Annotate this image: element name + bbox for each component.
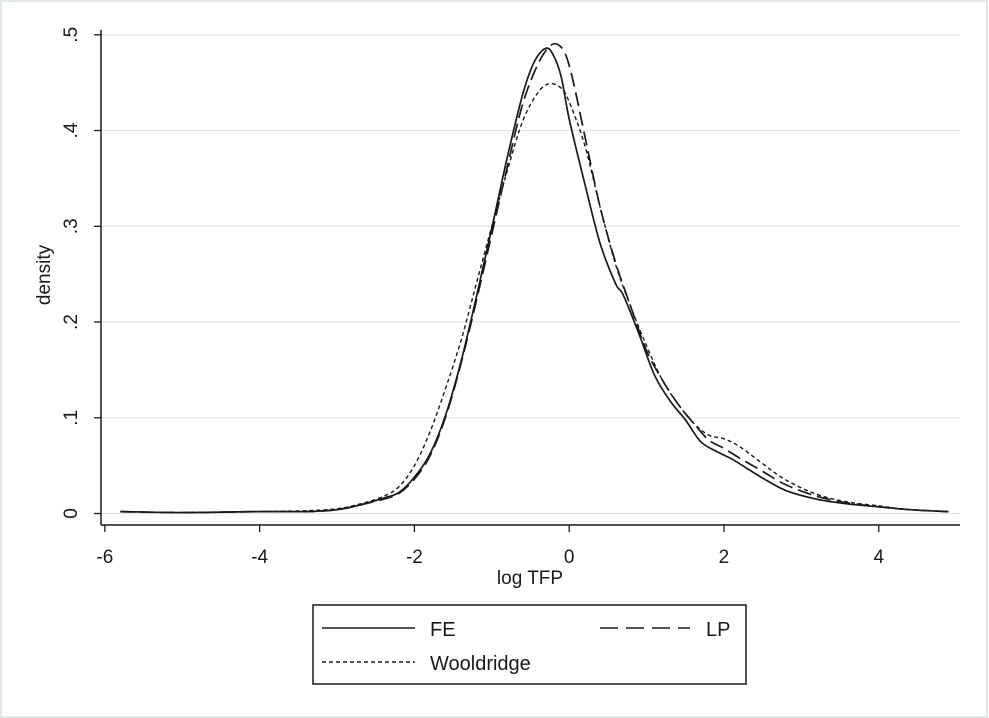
y-tick-label: .5 xyxy=(61,27,82,43)
x-axis: -6 -4 -2 0 2 4 xyxy=(96,524,960,568)
series-line-lp xyxy=(120,42,949,514)
x-axis-label: log TFP xyxy=(497,568,563,589)
y-tick-label: 0 xyxy=(61,508,82,519)
gridlines xyxy=(101,34,960,515)
x-tick-label: 4 xyxy=(873,547,884,568)
series-line-fe xyxy=(120,47,949,514)
x-tick-label: 0 xyxy=(564,547,575,568)
x-tick-label: -2 xyxy=(406,547,423,568)
legend-box xyxy=(312,604,747,685)
y-tick-label: .4 xyxy=(61,122,82,138)
legend-label-fe: FE xyxy=(430,619,456,641)
y-axis: 0 .1 .2 .3 .4 .5 xyxy=(61,27,102,525)
x-tick-label: -6 xyxy=(96,547,113,568)
legend: FE LP Wooldridge xyxy=(312,604,747,685)
x-tick-label: -4 xyxy=(251,547,268,568)
y-axis-label: density xyxy=(34,244,55,305)
series-line-wooldridge xyxy=(120,82,949,514)
y-tick-label: .2 xyxy=(61,314,82,330)
series-lines xyxy=(120,42,949,514)
legend-label-wooldridge: Wooldridge xyxy=(430,653,531,675)
legend-label-lp: LP xyxy=(706,619,730,641)
y-tick-label: .1 xyxy=(61,410,82,426)
x-tick-label: 2 xyxy=(719,547,730,568)
y-tick-label: .3 xyxy=(61,218,82,234)
